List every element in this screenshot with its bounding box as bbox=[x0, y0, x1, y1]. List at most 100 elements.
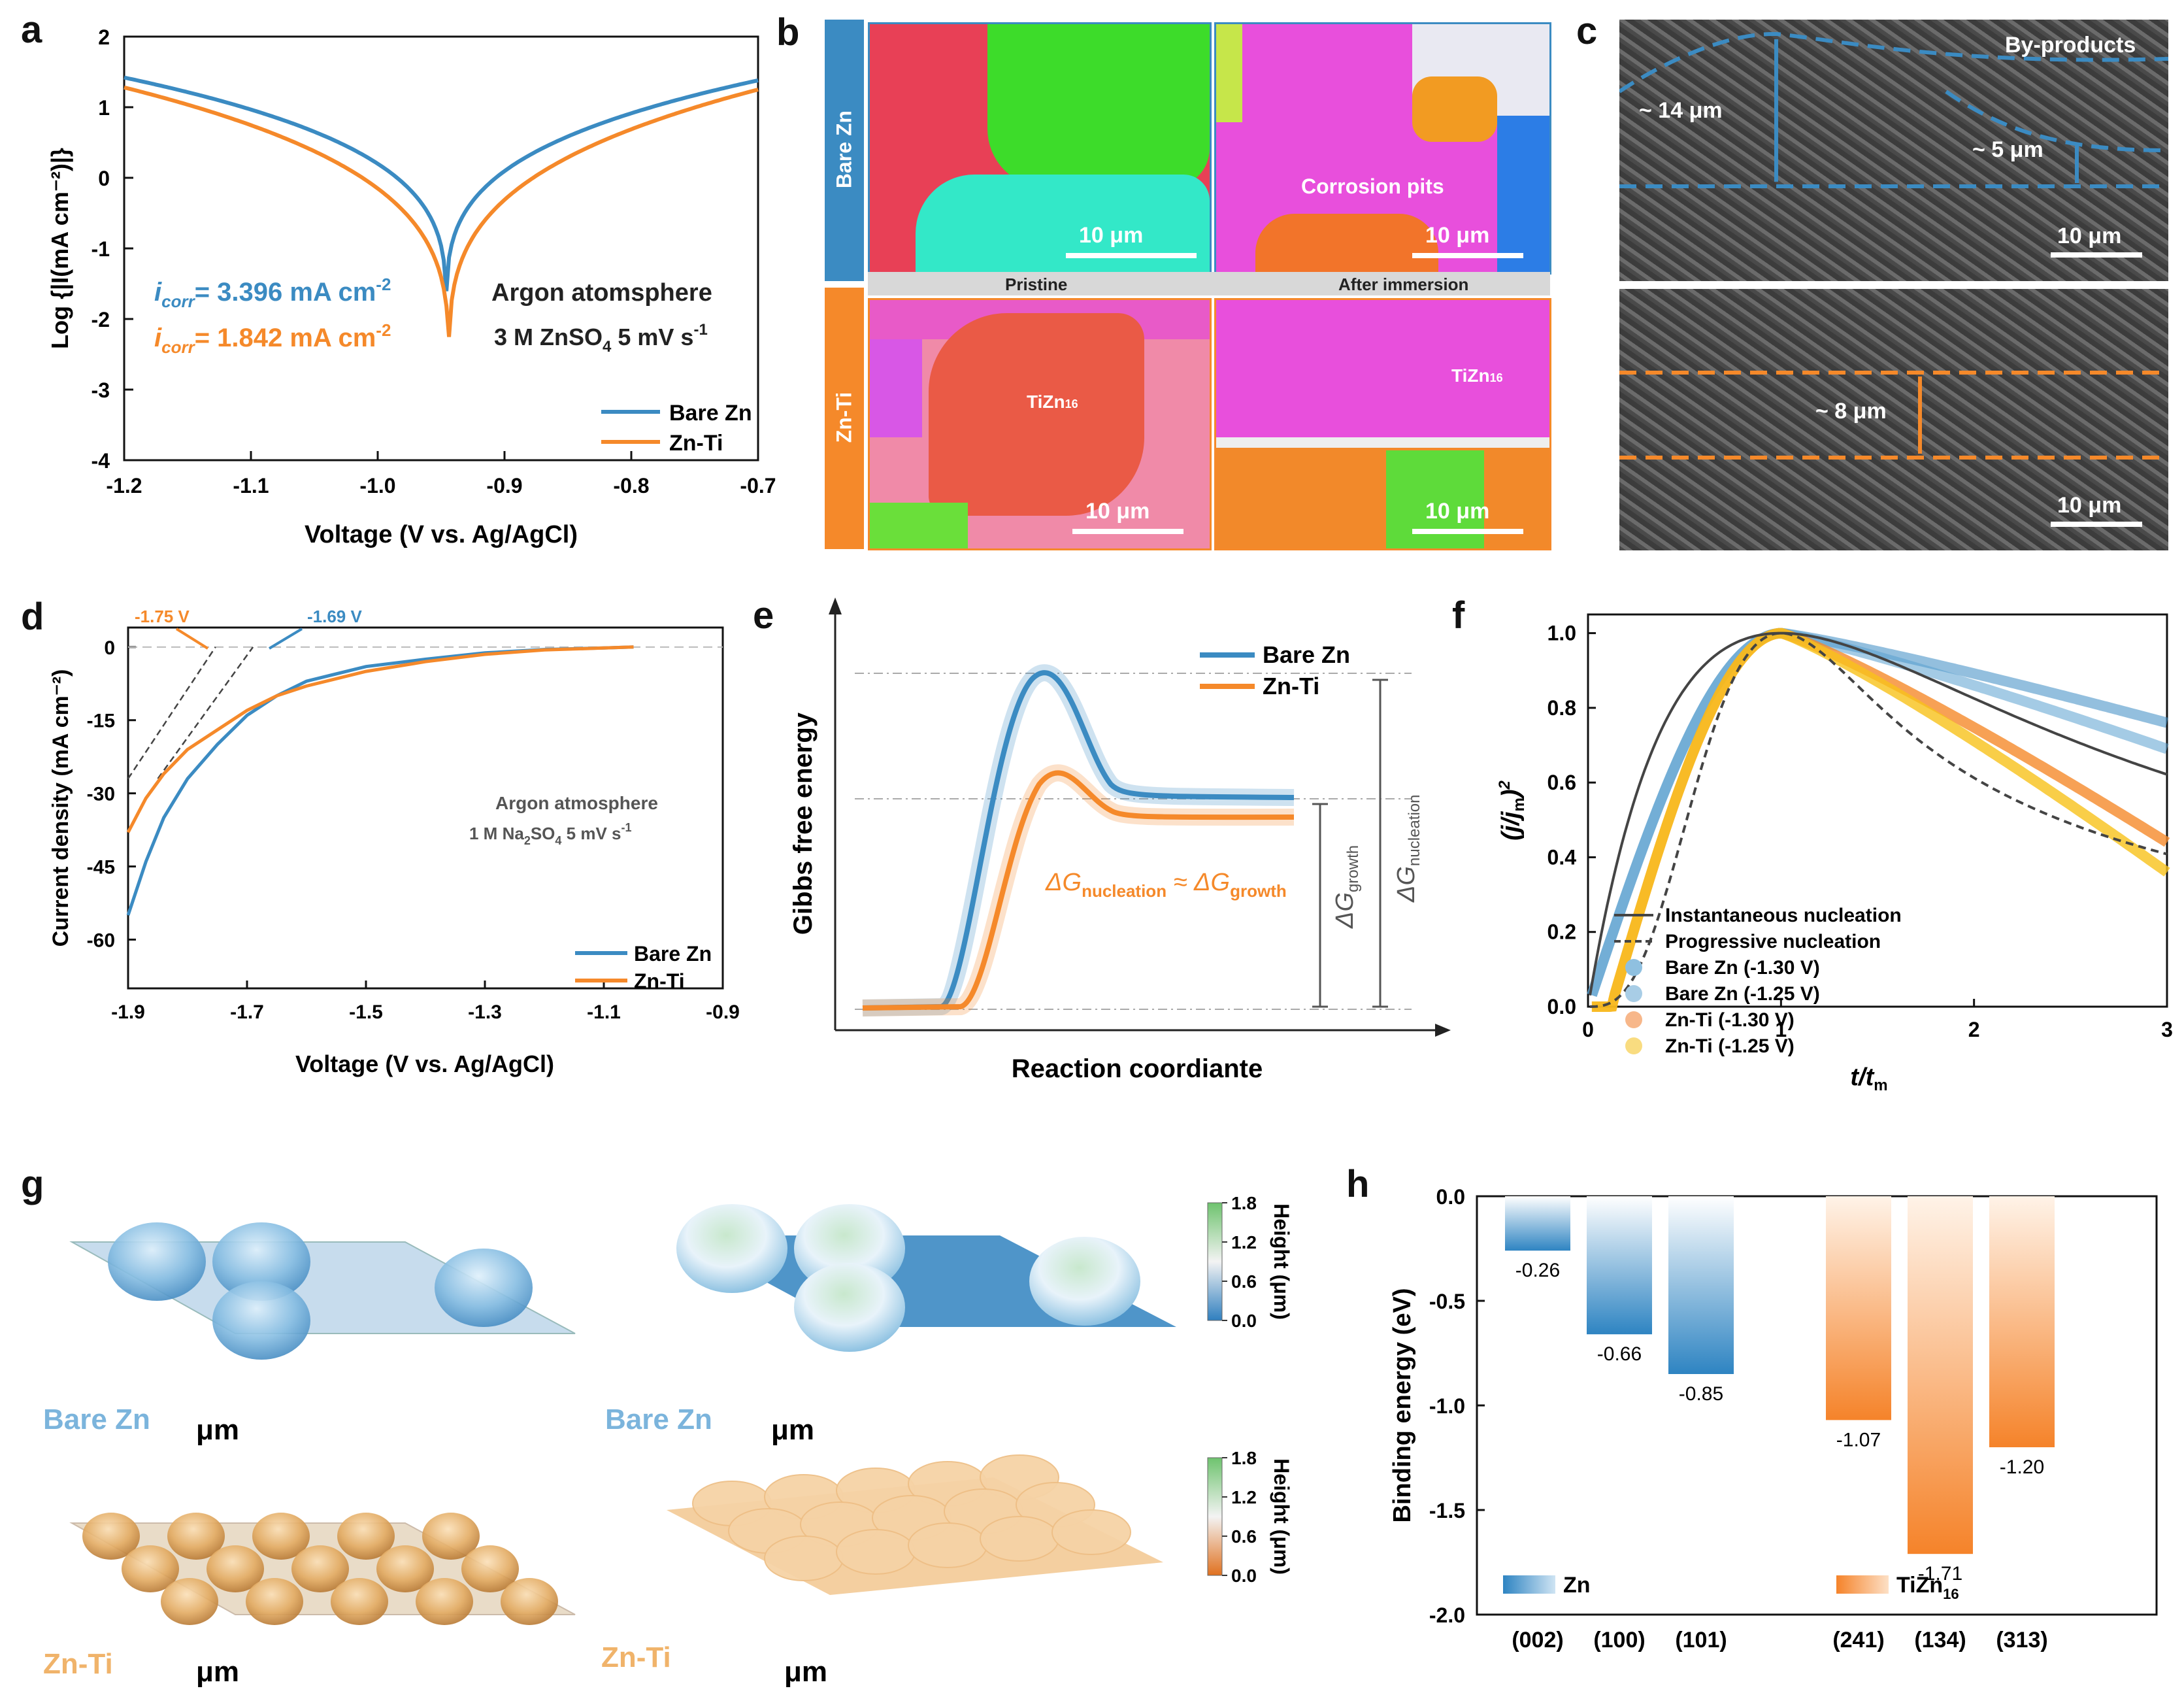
x-category-label: (134) bbox=[1914, 1628, 1966, 1653]
legend-f-label: Instantaneous nucleation bbox=[1665, 905, 1902, 926]
afm-dome bbox=[416, 1578, 473, 1625]
bar-value-label: -1.71 bbox=[1918, 1563, 1962, 1585]
series-line-bare-zn bbox=[126, 645, 634, 916]
e-ylabel: Gibbs free energy bbox=[789, 712, 818, 935]
y-tick-label: -3 bbox=[91, 378, 110, 402]
x-tick-label: -0.9 bbox=[706, 1001, 740, 1023]
grain bbox=[1216, 437, 1549, 448]
chart-h: 0.0 -0.5 -1.0 -1.5 -2.0 -0.26 (002) -0.66 (100)… bbox=[1389, 1185, 2158, 1653]
legend-e-zn-ti: Zn-Ti bbox=[1263, 673, 1319, 699]
legend-f-marker bbox=[1625, 985, 1642, 1002]
chart-d-frame bbox=[127, 626, 724, 990]
colorbar-label-top: Height (μm) bbox=[1270, 1203, 1293, 1320]
bar-134 bbox=[1908, 1196, 1973, 1554]
afm-dome bbox=[331, 1578, 388, 1625]
scale-label: 10 μm bbox=[1085, 499, 1150, 524]
tangent-zn-ti bbox=[127, 646, 216, 779]
y-tick-label: -4 bbox=[91, 449, 110, 473]
afm-dome bbox=[764, 1536, 844, 1581]
x-tick-label: -1.1 bbox=[233, 474, 269, 497]
sem-zn-ti: ~ 8 μm 10 μm bbox=[1619, 289, 2168, 550]
x-tick-label: -1.3 bbox=[468, 1001, 502, 1023]
legend-h-swatch-zn bbox=[1503, 1575, 1555, 1594]
ebsd-zn-ti-pristine: TiZn16 10 μm bbox=[868, 298, 1212, 550]
colorbar-bottom bbox=[1207, 1457, 1223, 1576]
grain bbox=[987, 24, 1210, 188]
panel-letter-e: e bbox=[753, 594, 774, 637]
series-line-zn-ti-1-25-v- bbox=[1591, 628, 2170, 1012]
thickness-8: ~ 8 μm bbox=[1815, 399, 1887, 424]
g-label-bare-zn-left: Bare Zn bbox=[43, 1403, 150, 1435]
chart-d-atm: Argon atmosphere bbox=[495, 793, 658, 813]
e-curve-zn-ti bbox=[862, 770, 1295, 1011]
byproduct-outline bbox=[1619, 31, 2168, 93]
y-tick-label: -0.5 bbox=[1429, 1290, 1465, 1313]
grain bbox=[870, 339, 922, 437]
e-yaxis-arrow bbox=[829, 597, 842, 614]
y-tick-label: 1.0 bbox=[1547, 622, 1576, 645]
bar-value-label: -1.07 bbox=[1836, 1429, 1881, 1451]
legend-e-bare-zn: Bare Zn bbox=[1263, 641, 1350, 668]
y-tick-label: -2 bbox=[91, 308, 110, 331]
colorbar-tick-label: 0.0 bbox=[1231, 1566, 1257, 1586]
series-line-bare-zn bbox=[124, 75, 759, 292]
panel-g: 1.8 1.2 0.6 0.0 1.8 1.2 0.6 0.0 Height (μm) Hei… bbox=[43, 1193, 1293, 1688]
onset-label-zn-ti: -1.75 V bbox=[135, 607, 190, 626]
bar-100 bbox=[1587, 1196, 1652, 1335]
legend-f-label: Progressive nucleation bbox=[1665, 931, 1881, 952]
bar-313 bbox=[1989, 1196, 2055, 1447]
colorbar-top bbox=[1207, 1202, 1223, 1321]
bar-value-label: -1.20 bbox=[2000, 1456, 2044, 1478]
row-label-zn-ti-bar: Zn-Ti bbox=[825, 288, 864, 549]
series-line-zn-ti bbox=[126, 645, 634, 833]
y-tick-label: 0.2 bbox=[1547, 920, 1576, 944]
x-tick-label: -1.1 bbox=[587, 1001, 621, 1023]
afm-dome bbox=[461, 1545, 519, 1592]
e-curve-bare-zn bbox=[862, 670, 1295, 1011]
bar-241 bbox=[1826, 1196, 1891, 1420]
legend-f-label: Bare Zn (-1.25 V) bbox=[1665, 983, 1820, 1005]
x-tick-label: -0.8 bbox=[613, 474, 649, 497]
grain bbox=[1255, 214, 1438, 273]
afm-dome bbox=[82, 1513, 140, 1560]
y-tick-label: -45 bbox=[87, 857, 115, 879]
row-label-bare-zn: Bare Zn bbox=[832, 110, 856, 189]
e-xaxis-arrow bbox=[1435, 1024, 1451, 1037]
bar-101 bbox=[1668, 1196, 1734, 1374]
chart-a-xlabel: Voltage (V vs. Ag/AgCl) bbox=[305, 521, 578, 548]
legend-a-zn-ti: Zn-Ti bbox=[669, 431, 723, 456]
panel-b: Bare Zn Zn-Ti 10 μm Corrosion pits 10 μm… bbox=[825, 20, 1551, 550]
tizn16-label: TiZn16 bbox=[1451, 365, 1503, 386]
afm-dome bbox=[676, 1204, 787, 1293]
x-tick-label: -1.2 bbox=[106, 474, 142, 497]
icorr-zn-ti: icorr= 1.842 mA cm-2 bbox=[154, 320, 391, 357]
afm-dome bbox=[246, 1578, 303, 1625]
ebsd-bare-zn-pristine: 10 μm bbox=[868, 22, 1212, 275]
x-tick-label: -1.0 bbox=[359, 474, 395, 497]
chart-f-xlabel: t/tm bbox=[1850, 1064, 1887, 1094]
chart-f-ylabel: (j/jm)2 bbox=[1496, 780, 1528, 841]
afm-dome bbox=[435, 1249, 533, 1327]
legend-f-marker bbox=[1625, 1011, 1642, 1028]
scale-bar bbox=[1412, 529, 1523, 534]
chart-a-ylabel: Log {|I(mA cm⁻²)|} bbox=[46, 148, 74, 349]
g-label-zn-ti-left: Zn-Ti bbox=[43, 1648, 113, 1680]
tizn16-sub: 16 bbox=[1489, 371, 1503, 384]
afm-dome bbox=[122, 1545, 179, 1592]
x-tick-label: 3 bbox=[2161, 1018, 2173, 1041]
afm-dome bbox=[422, 1513, 480, 1560]
panel-letter-h: h bbox=[1346, 1163, 1370, 1205]
x-tick-label: -0.9 bbox=[486, 474, 522, 497]
series-line-progressive bbox=[1589, 631, 2168, 1008]
colorbar-tick-label: 0.0 bbox=[1231, 1311, 1257, 1331]
e-xlabel: Reaction coordiante bbox=[1012, 1054, 1263, 1083]
panel-letter-a: a bbox=[21, 8, 42, 51]
tizn16-sub: 16 bbox=[1065, 397, 1078, 411]
bar-value-label: -0.66 bbox=[1597, 1343, 1642, 1365]
scale-label: 10 μm bbox=[2057, 493, 2122, 518]
legend-h-zn: Zn bbox=[1563, 1573, 1591, 1598]
g-unit: μm bbox=[784, 1656, 827, 1688]
icorr-bare-zn: icorr= 3.396 mA cm-2 bbox=[154, 275, 391, 311]
x-category-label: (100) bbox=[1593, 1628, 1645, 1653]
colorbar-tick-label: 1.8 bbox=[1231, 1193, 1257, 1213]
